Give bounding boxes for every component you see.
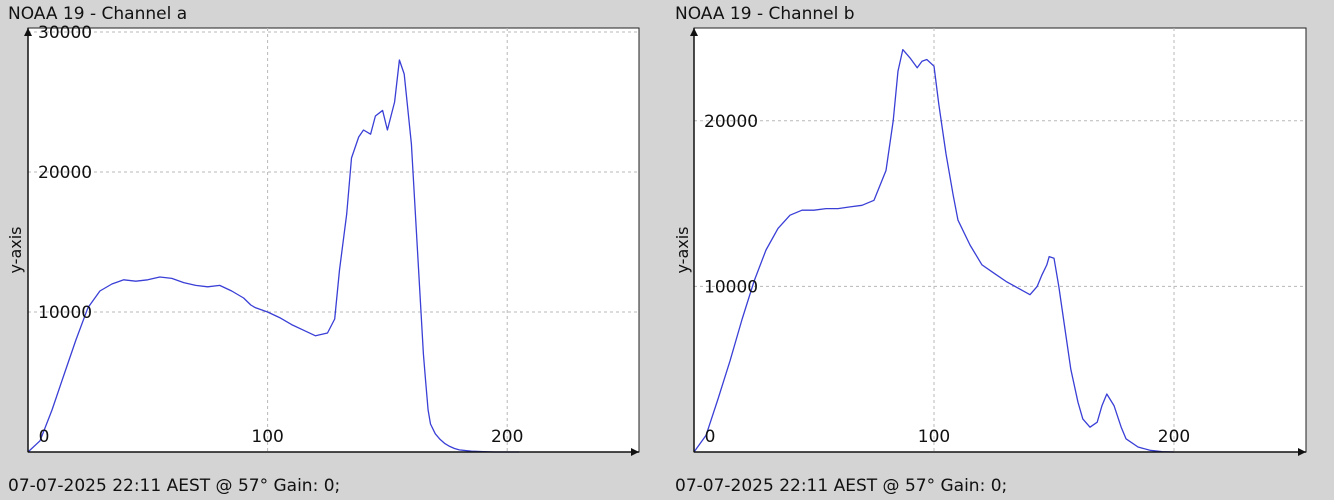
chart-a-plot: y-axis 0 100 200 10000 20000 30000 [6,23,640,456]
y-tick-label: 10000 [704,277,758,297]
series-line [693,48,1175,453]
y-tick-label: 10000 [38,303,92,323]
x-tick-label: 0 [705,427,716,447]
plot-area [27,27,640,453]
y-axis-label: y-axis [6,226,25,273]
status-footer: 07-07-2025 22:11 AEST @ 57° Gain: 0; [8,476,341,496]
y-axis-arrow [690,28,698,36]
status-footer: 07-07-2025 22:11 AEST @ 57° Gain: 0; [675,476,1008,496]
chart-title: NOAA 19 - Channel a [8,4,188,24]
y-axis-label: y-axis [673,226,692,273]
y-tick-label: 30000 [38,23,92,43]
chart-b-plot: y-axis 0 100 200 10000 20000 [673,27,1307,456]
x-tick-label: 0 [39,427,50,447]
y-tick-label: 20000 [38,163,92,183]
chart-panel-b: NOAA 19 - Channel b y-axis 0 100 200 10000 20… [667,0,1334,500]
series-line [27,59,520,453]
x-tick-label: 100 [251,427,283,447]
chart-title: NOAA 19 - Channel b [675,4,855,24]
y-axis-arrow [24,28,32,36]
x-tick-label: 100 [918,427,950,447]
x-tick-label: 200 [491,427,523,447]
x-tick-label: 200 [1158,427,1190,447]
plot-area [693,27,1307,453]
chart-panel-a: NOAA 19 - Channel a y-axis 0 100 200 10000 20… [6,4,640,496]
x-axis-arrow [631,448,639,456]
x-axis-arrow [1298,448,1306,456]
y-tick-label: 20000 [704,112,758,132]
